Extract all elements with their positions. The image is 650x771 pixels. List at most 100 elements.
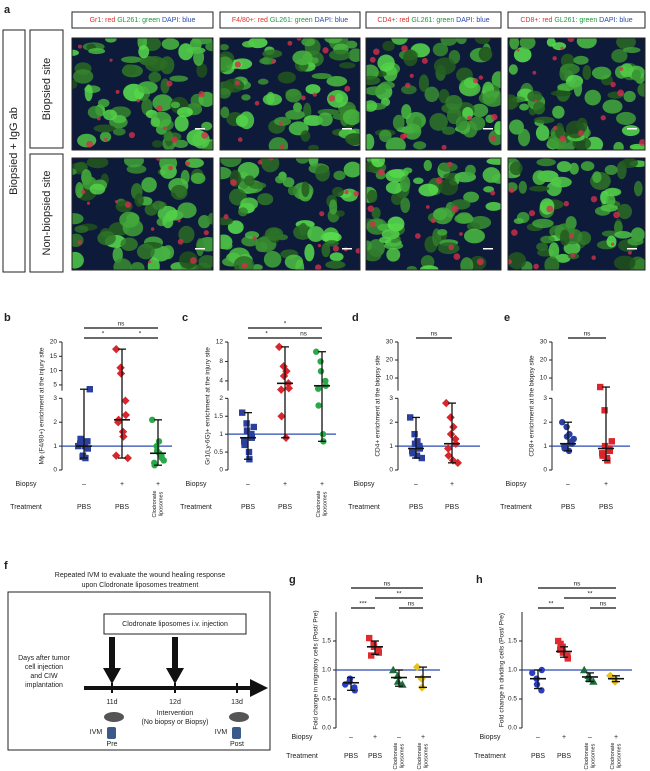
header-part: F4/80+: red xyxy=(232,17,268,24)
cell xyxy=(616,38,636,50)
marker-cell xyxy=(271,60,276,64)
cell xyxy=(198,215,211,229)
y-axis-label: Mϕ (F4/80+) enrichment at the injury sit… xyxy=(39,347,46,464)
data-point xyxy=(557,646,564,653)
treatment-label: Clodronateliposomes xyxy=(316,491,329,518)
cell xyxy=(97,98,110,108)
cell xyxy=(74,161,88,172)
timeline-head xyxy=(250,679,268,697)
cell xyxy=(552,42,567,51)
cell xyxy=(198,255,213,268)
biopsy-sign: – xyxy=(82,481,86,488)
cell xyxy=(273,116,292,126)
cell xyxy=(420,255,435,269)
timeline-label: cell injection xyxy=(25,664,63,671)
header-part: CD8+: red xyxy=(520,17,552,24)
cell xyxy=(141,177,157,193)
marker-cell xyxy=(467,115,473,121)
biopsy-sign: + xyxy=(562,734,566,741)
significance-label: ** xyxy=(548,601,554,608)
micrograph xyxy=(71,37,214,151)
cell xyxy=(437,229,448,236)
cell xyxy=(385,137,406,150)
cell xyxy=(317,112,333,127)
significance-label: ns xyxy=(574,581,582,588)
data-point xyxy=(608,438,615,445)
cell xyxy=(540,235,555,244)
marker-cell xyxy=(613,211,620,219)
cell xyxy=(413,141,427,150)
y-tick-label: 0.5 xyxy=(214,449,223,456)
data-point xyxy=(566,430,573,438)
marker-cell xyxy=(80,189,86,195)
cell xyxy=(163,131,174,142)
cell xyxy=(552,105,565,119)
data-point xyxy=(241,441,248,449)
significance-label: *** xyxy=(359,601,367,608)
marker-cell xyxy=(317,243,322,248)
data-point xyxy=(123,453,132,463)
cell xyxy=(424,86,440,102)
scale-bar xyxy=(627,248,637,250)
marker-cell xyxy=(451,205,459,213)
cell xyxy=(195,238,205,257)
marker-cell xyxy=(223,214,229,220)
y-axis-label: CD4+ enrichment at the biopsy site xyxy=(375,355,382,457)
data-point xyxy=(414,438,421,445)
significance-label: ns xyxy=(584,331,592,338)
marker-cell xyxy=(241,262,248,269)
data-point xyxy=(368,652,375,659)
data-point xyxy=(413,662,422,672)
biopsy-sign: – xyxy=(588,734,592,741)
cell xyxy=(623,90,636,103)
marker-cell xyxy=(201,131,209,139)
data-point xyxy=(243,420,250,427)
y-tick-label: 0 xyxy=(53,467,57,474)
cell xyxy=(619,63,634,78)
cell xyxy=(391,192,404,205)
treatment-label: PBS xyxy=(241,504,255,511)
marker-cell xyxy=(237,137,243,142)
data-point xyxy=(248,430,255,438)
cell xyxy=(533,101,546,115)
group-frame xyxy=(2,29,26,273)
marker-cell xyxy=(319,211,325,217)
cell xyxy=(301,181,310,198)
row-label: Biopsy xyxy=(15,481,37,488)
marker-cell xyxy=(177,238,184,245)
cell xyxy=(554,122,565,139)
marker-cell xyxy=(150,227,155,231)
marker-cell xyxy=(516,48,520,52)
data-point xyxy=(446,413,455,422)
marker-cell xyxy=(185,161,191,167)
y-tick-label: 0.5 xyxy=(508,696,517,703)
cell xyxy=(88,47,106,55)
mouse-icons xyxy=(104,712,249,739)
y-tick-label: 8 xyxy=(219,358,223,365)
cell xyxy=(308,144,319,150)
marker-cell xyxy=(279,144,285,150)
data-point xyxy=(112,344,121,354)
cell xyxy=(259,57,277,65)
marker-cell xyxy=(414,233,421,239)
cell xyxy=(138,45,150,59)
marker-cell xyxy=(421,57,428,64)
cell xyxy=(277,71,296,84)
imaging-label: IVM xyxy=(215,729,228,736)
y-axis-label: CD8+ enrichment at the biopsy site xyxy=(529,355,536,457)
cell xyxy=(544,256,560,270)
cell xyxy=(251,264,263,270)
cell xyxy=(445,94,463,111)
cell xyxy=(89,183,106,195)
cell xyxy=(300,130,311,142)
micrograph xyxy=(507,37,646,151)
cell xyxy=(418,183,439,197)
cell xyxy=(621,125,640,137)
cell xyxy=(74,225,89,233)
marker-cell xyxy=(268,158,274,161)
cell xyxy=(333,170,346,181)
data-point xyxy=(86,386,93,393)
cell xyxy=(366,133,375,150)
header-part: CD4+: red xyxy=(377,17,409,24)
day-label: 13d xyxy=(231,699,243,706)
